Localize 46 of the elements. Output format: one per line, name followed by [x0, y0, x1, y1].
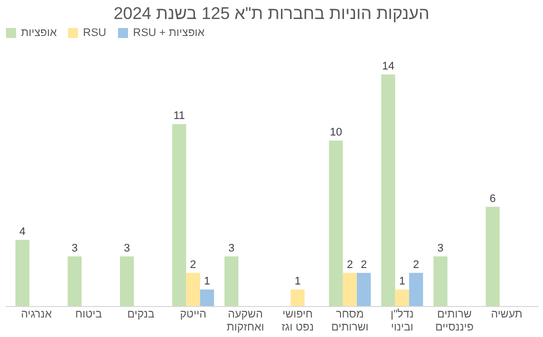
legend-label: RSU + אופציות: [133, 27, 205, 39]
x-tick-label: בנקים: [127, 308, 155, 320]
bar: [290, 289, 305, 306]
data-label: 3: [228, 242, 234, 254]
bar: [68, 256, 82, 306]
data-label: 2: [360, 258, 367, 271]
legend-label: RSU: [83, 27, 106, 39]
data-label: 2: [190, 258, 196, 271]
bar: [172, 124, 186, 306]
data-label: 14: [382, 60, 394, 73]
x-tick-label: חיפושי נפט וגז: [281, 308, 314, 334]
data-label: 1: [204, 275, 210, 288]
bar: [186, 272, 200, 306]
data-label: 10: [330, 126, 342, 139]
data-label: 1: [399, 275, 406, 288]
bar: [15, 240, 30, 306]
x-tick-label: שרותים פיננסיים: [435, 308, 474, 334]
legend-label: אופציות: [21, 27, 57, 39]
bar: [120, 256, 134, 306]
data-label: 1: [294, 275, 301, 288]
bar: [381, 74, 396, 306]
bar: [224, 256, 238, 306]
bar: [356, 272, 371, 306]
bar: [433, 256, 448, 306]
x-tick-label: השקעה ואחזקות: [226, 308, 264, 334]
data-label: 4: [19, 226, 26, 238]
x-tick-label: הייטק: [180, 308, 206, 320]
data-label: 3: [72, 242, 78, 254]
bar: [486, 206, 500, 306]
data-label: 3: [124, 242, 130, 254]
bar: [328, 140, 343, 306]
x-tick-label: אנרגיה: [20, 308, 52, 320]
data-label: 3: [437, 242, 444, 254]
bar: [395, 289, 410, 306]
bar: [342, 272, 357, 306]
x-tick-label: ביטוח: [75, 308, 102, 320]
chart-title: הענקות הוניות בחברות ת"א 125 בשנת 2024: [114, 4, 430, 23]
x-tick-label: תעשיה: [490, 308, 522, 320]
data-label: 2: [346, 258, 353, 271]
bar: [409, 272, 424, 306]
x-tick-label: נדל"ן ובינוי: [390, 308, 414, 334]
data-label: 6: [490, 192, 496, 205]
bar: [200, 289, 214, 306]
data-label: 2: [413, 258, 420, 271]
x-tick-label: מסחר ושרותים: [331, 308, 369, 334]
data-label: 11: [173, 110, 185, 122]
